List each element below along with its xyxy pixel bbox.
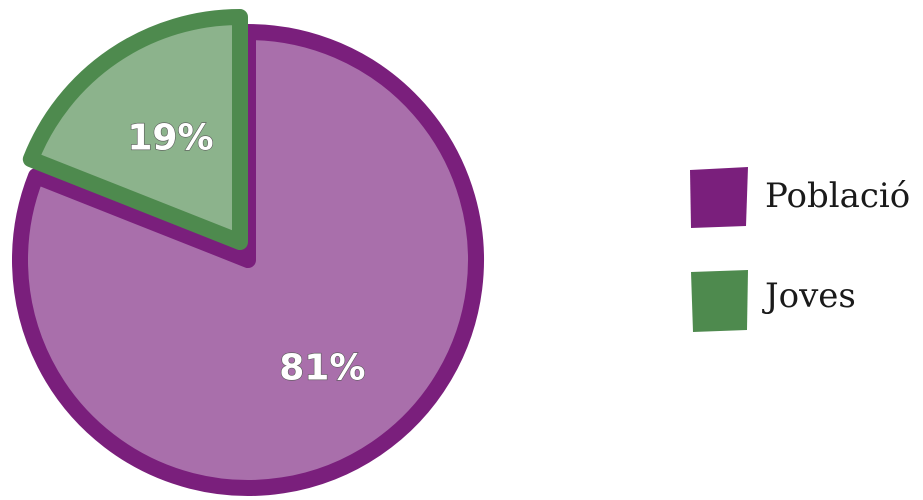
legend-swatch-joves bbox=[691, 270, 748, 332]
legend-item-poblacio: Població bbox=[690, 167, 910, 228]
legend-label-poblacio: Població bbox=[765, 176, 910, 216]
slice-label-poblacio: 81% bbox=[279, 347, 365, 388]
pie-slice-poblacio bbox=[12, 24, 484, 496]
legend: Població Joves bbox=[690, 167, 910, 332]
slice-label-joves: 19% bbox=[127, 118, 213, 159]
legend-swatch-poblacio bbox=[690, 167, 748, 228]
pie-slices bbox=[12, 9, 484, 496]
pie-slice-joves bbox=[22, 9, 248, 250]
legend-item-joves: Joves bbox=[691, 270, 856, 332]
legend-label-joves: Joves bbox=[762, 276, 856, 316]
pie-slice-labels: 81% 19% bbox=[127, 117, 366, 389]
